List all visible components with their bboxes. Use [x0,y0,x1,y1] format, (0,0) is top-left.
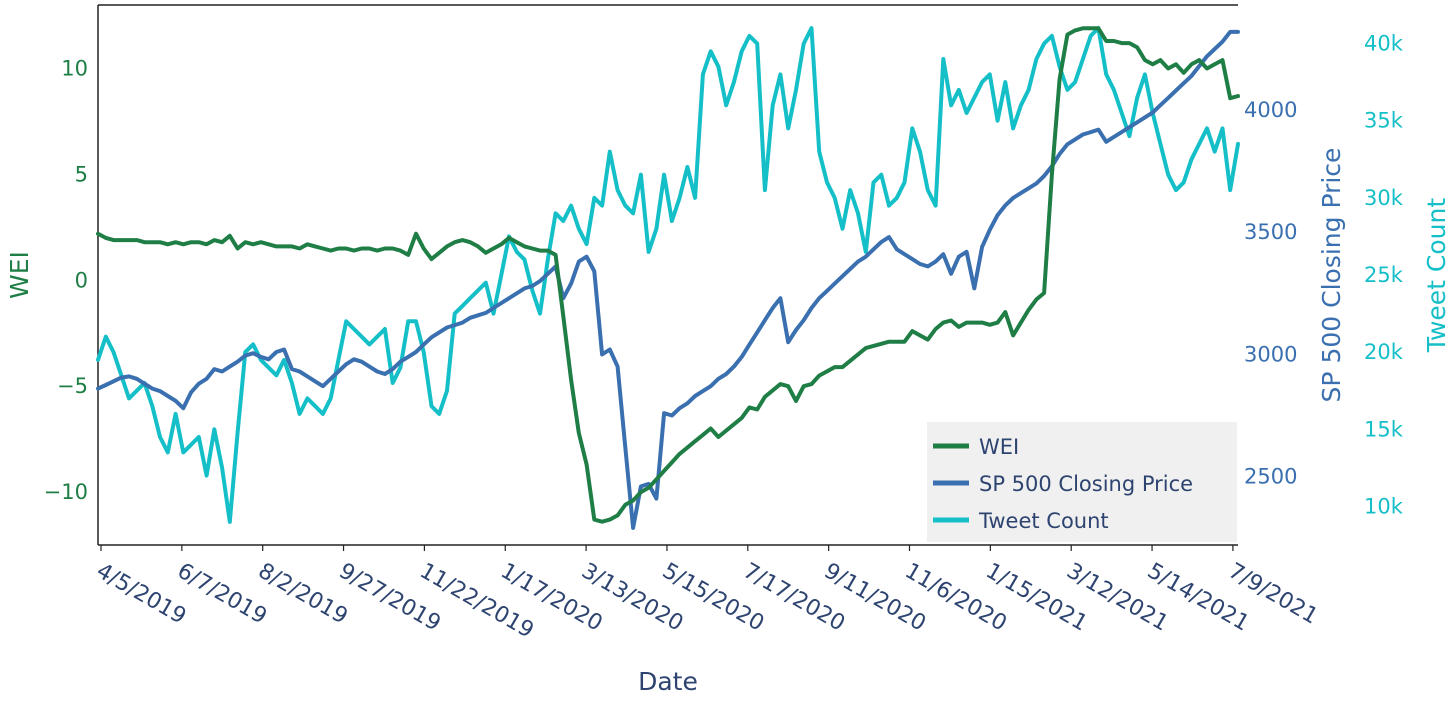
y-tick-label-tweets: 30k [1364,186,1404,210]
y-tick-label-tweets: 20k [1364,340,1404,364]
legend: WEI SP 500 Closing Price Tweet Count [927,422,1237,542]
y-tick-label-sp500: 2500 [1244,465,1297,489]
x-tick-label: 6/7/2019 [173,559,271,630]
y-tick-label-sp500: 3500 [1244,220,1297,244]
y-tick-label-wei: 10 [61,57,88,81]
y-axis-title-wei: WEI [5,251,34,299]
series-line-sp500 [96,29,1240,530]
y-tick-label-sp500: 3000 [1244,342,1297,366]
y-tick-label-wei: 5 [75,162,88,186]
y-tick-label-tweets: 10k [1364,494,1404,518]
x-tick-label: 8/2/2019 [254,559,352,630]
y-tick-label-wei: −10 [44,480,88,504]
y-axis-title-sp500: SP 500 Closing Price [1317,148,1346,403]
y-tick-label-sp500: 4000 [1244,98,1297,122]
x-axis-title: Date [638,667,698,696]
x-tick-label: 4/5/2019 [92,559,190,630]
legend-box [927,422,1237,542]
series-line-tweets [96,26,1240,524]
y-tick-label-tweets: 35k [1364,109,1404,133]
legend-label: SP 500 Closing Price [979,472,1193,496]
axes-layer: 4/5/20196/7/20198/2/20199/27/201911/22/2… [5,4,1451,696]
series-layer [96,26,1240,530]
legend-label: Tweet Count [978,509,1109,533]
y-tick-label-tweets: 40k [1364,32,1404,56]
y-tick-label-wei: 0 [75,268,88,292]
series-line-wei [96,26,1240,524]
y-tick-label-tweets: 15k [1364,417,1404,441]
y-tick-label-tweets: 25k [1364,263,1404,287]
y-axis-title-tweets: Tweet Count [1422,198,1451,354]
legend-label: WEI [979,435,1019,459]
y-tick-label-wei: −5 [57,374,88,398]
